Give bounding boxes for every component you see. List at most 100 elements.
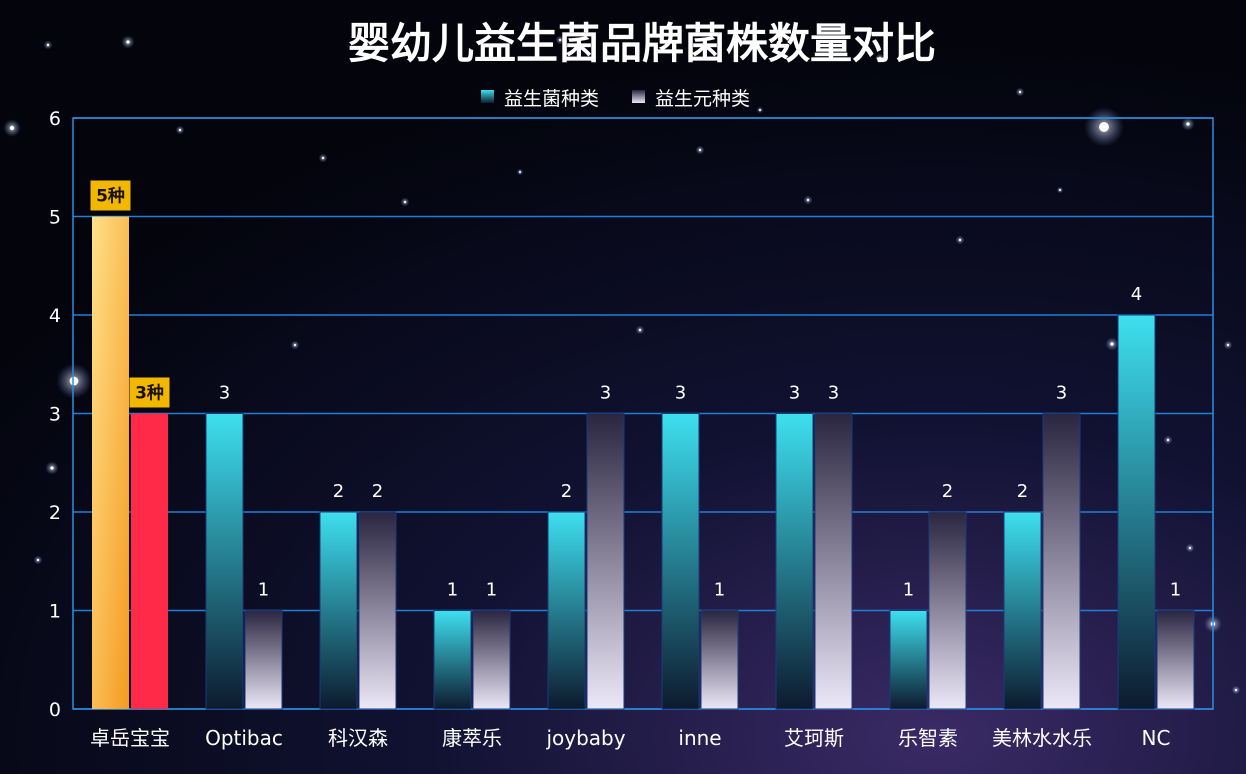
legend-label-prebiotic: 益生元种类	[655, 88, 750, 110]
highlight-label: 3种	[135, 383, 164, 404]
data-label: 2	[333, 481, 344, 502]
x-tick-label: 乐智素	[898, 726, 958, 750]
bar-probiotic	[661, 413, 700, 710]
legend-item-probiotic: 益生菌种类	[481, 88, 599, 110]
star	[1166, 438, 1170, 442]
legend-swatch-probiotic	[481, 90, 494, 103]
star	[1188, 546, 1192, 550]
star	[403, 200, 407, 204]
bar-probiotic	[1003, 511, 1042, 710]
legend-item-prebiotic: 益生元种类	[632, 88, 750, 110]
star	[759, 109, 761, 111]
data-label: 2	[561, 481, 572, 502]
data-label: 3	[828, 383, 839, 404]
star	[806, 198, 810, 202]
bar-probiotic	[205, 413, 244, 710]
x-tick-label: NC	[1142, 726, 1171, 750]
star	[69, 376, 79, 386]
data-label: 3	[1056, 383, 1067, 404]
bar-prebiotic	[928, 511, 967, 710]
star	[178, 128, 182, 132]
x-tick-label: 卓岳宝宝	[90, 726, 170, 750]
bar-probiotic	[547, 511, 586, 710]
data-label: 1	[903, 580, 914, 601]
plot-frame	[72, 117, 1214, 710]
bar-prebiotic	[814, 413, 853, 710]
value-labels: 5种 3种 3 1 2 2 1 1 2 3 3 1 3 3 1 2 2 3 4 1	[90, 180, 1181, 601]
data-label: 1	[1170, 580, 1181, 601]
star	[321, 156, 325, 160]
star	[50, 466, 54, 470]
x-tick-label: 美林水水乐	[992, 726, 1092, 750]
star	[1226, 343, 1230, 347]
chart-title: 婴幼儿益生菌品牌菌株数量对比	[348, 19, 936, 68]
x-tick-label: Optibac	[205, 726, 283, 750]
data-label: 3	[219, 383, 230, 404]
y-tick-label: 6	[49, 108, 61, 130]
star	[36, 558, 40, 562]
bar-prebiotic	[472, 610, 511, 710]
data-label: 3	[675, 383, 686, 404]
bar-prebiotic	[586, 413, 625, 710]
x-tick-label: inne	[678, 726, 721, 750]
star	[638, 328, 642, 332]
star	[558, 38, 562, 42]
star	[293, 343, 297, 347]
data-label: 3	[600, 383, 611, 404]
data-label: 3	[789, 383, 800, 404]
star	[958, 238, 962, 242]
data-label: 2	[1017, 481, 1028, 502]
bar-prebiotic	[1042, 413, 1081, 710]
x-tick-label: 艾珂斯	[784, 726, 844, 750]
bar-prebiotic	[358, 511, 397, 710]
y-tick-label: 2	[49, 502, 61, 524]
legend-label-probiotic: 益生菌种类	[504, 88, 599, 110]
star	[1099, 122, 1109, 132]
star-decorations	[3, 35, 1241, 695]
star	[1018, 90, 1022, 94]
bar-prebiotic	[700, 610, 739, 710]
bar-probiotic	[889, 610, 928, 710]
highlight-label: 5种	[96, 186, 125, 207]
bar-prebiotic	[131, 413, 168, 709]
star	[1059, 189, 1061, 191]
bar-prebiotic	[1156, 610, 1195, 710]
star	[1186, 122, 1190, 126]
data-label: 2	[942, 481, 953, 502]
bar-probiotic	[319, 511, 358, 710]
bar-probiotic	[433, 610, 472, 710]
bar-probiotic	[775, 413, 814, 710]
star	[126, 40, 130, 44]
star	[1110, 342, 1114, 346]
y-axis-ticks: 0 1 2 3 4 5 6	[49, 108, 61, 721]
star	[1234, 688, 1238, 692]
highlight-label-box	[129, 377, 170, 408]
y-tick-label: 3	[49, 404, 61, 426]
y-tick-label: 5	[49, 207, 61, 229]
x-tick-label: joybaby	[545, 726, 625, 750]
star	[519, 171, 521, 173]
data-label: 1	[447, 580, 458, 601]
legend-swatch-prebiotic	[632, 90, 645, 103]
legend: 益生菌种类 益生元种类	[481, 88, 750, 110]
highlight-label-box	[90, 180, 131, 211]
bars	[92, 216, 1195, 710]
star	[698, 148, 702, 152]
bar-probiotic	[1117, 314, 1156, 710]
star	[46, 43, 50, 47]
star	[9, 125, 15, 131]
star	[878, 56, 882, 60]
x-tick-label: 科汉森	[328, 726, 388, 750]
data-label: 4	[1131, 284, 1142, 305]
data-label: 1	[714, 580, 725, 601]
data-label: 1	[486, 580, 497, 601]
bar-prebiotic	[244, 610, 283, 710]
y-tick-label: 0	[49, 699, 61, 721]
data-label: 2	[372, 481, 383, 502]
y-tick-label: 1	[49, 601, 61, 623]
y-tick-label: 4	[49, 305, 61, 327]
bar-probiotic	[92, 216, 129, 709]
x-axis-labels: 卓岳宝宝 Optibac 科汉森 康萃乐 joybaby inne 艾珂斯 乐智素 美林水水乐 N…	[90, 726, 1170, 750]
